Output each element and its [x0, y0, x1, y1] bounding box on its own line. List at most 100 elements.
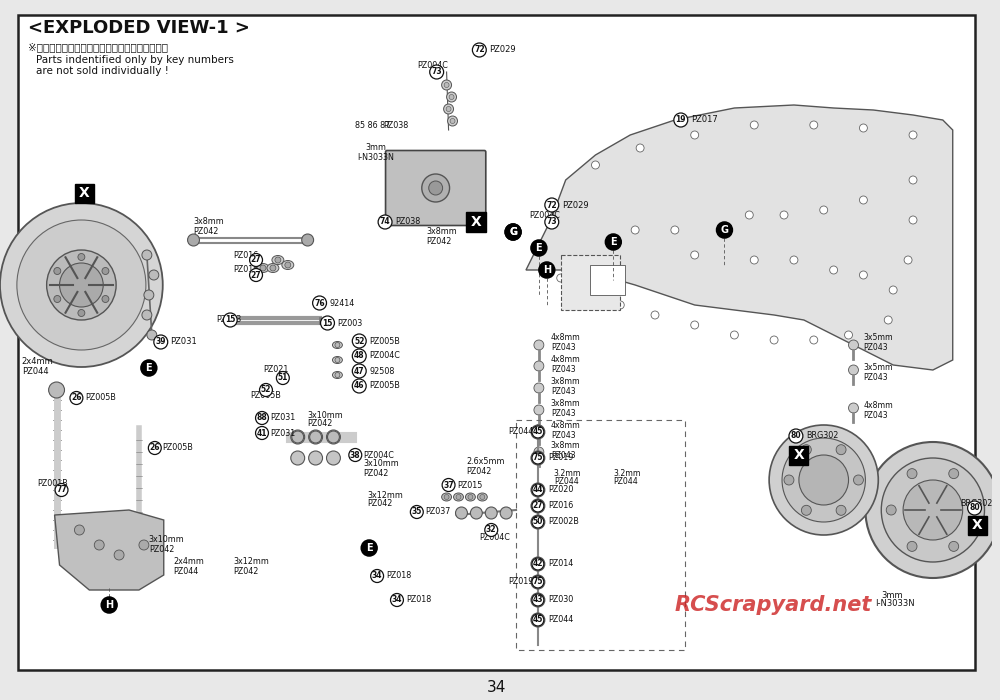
Circle shape — [447, 92, 457, 102]
Circle shape — [94, 540, 104, 550]
Circle shape — [292, 431, 304, 443]
Circle shape — [845, 331, 852, 339]
Circle shape — [849, 365, 858, 375]
Text: PZ042: PZ042 — [308, 419, 333, 428]
Text: 3x8mm: 3x8mm — [551, 400, 580, 409]
Text: 52: 52 — [261, 386, 271, 395]
Circle shape — [532, 484, 544, 496]
Circle shape — [531, 593, 545, 607]
Text: PZ002B: PZ002B — [548, 517, 579, 526]
Bar — [75, 183, 94, 202]
Circle shape — [188, 234, 199, 246]
Circle shape — [328, 431, 339, 443]
Circle shape — [327, 451, 340, 465]
Circle shape — [531, 240, 547, 256]
Text: 72: 72 — [474, 46, 485, 55]
Text: 75: 75 — [533, 578, 543, 587]
Circle shape — [410, 505, 423, 519]
Text: PZ042: PZ042 — [466, 466, 492, 475]
Circle shape — [531, 557, 545, 571]
Circle shape — [531, 451, 545, 465]
Circle shape — [532, 576, 544, 588]
Text: RCScrapyard.net: RCScrapyard.net — [675, 595, 872, 615]
Circle shape — [256, 426, 268, 440]
Bar — [968, 515, 987, 535]
Text: PZ042: PZ042 — [194, 227, 219, 235]
Circle shape — [587, 286, 594, 294]
Text: 27: 27 — [251, 256, 261, 265]
Circle shape — [534, 361, 544, 371]
Circle shape — [532, 614, 544, 626]
Text: 80: 80 — [791, 431, 801, 440]
Text: 3x8mm: 3x8mm — [194, 218, 224, 227]
Circle shape — [313, 296, 327, 310]
Text: G: G — [509, 227, 517, 237]
Text: 15: 15 — [322, 318, 333, 328]
Ellipse shape — [257, 263, 269, 272]
Text: 73: 73 — [431, 67, 442, 76]
Text: ※一部パーツ販売していないパーツがあります。: ※一部パーツ販売していないパーツがあります。 — [28, 42, 168, 52]
Circle shape — [909, 216, 917, 224]
Text: <EXPLODED VIEW-1 >: <EXPLODED VIEW-1 > — [28, 19, 250, 37]
Circle shape — [309, 451, 323, 465]
Circle shape — [799, 455, 849, 505]
Text: 48: 48 — [354, 351, 365, 360]
Text: 27: 27 — [533, 501, 543, 510]
Circle shape — [534, 405, 544, 415]
Text: 3x8mm: 3x8mm — [427, 228, 457, 237]
Text: PZ042: PZ042 — [149, 545, 174, 554]
Text: 34: 34 — [392, 596, 402, 605]
Text: G: G — [720, 225, 728, 235]
Circle shape — [468, 494, 473, 500]
Text: BRG302: BRG302 — [961, 498, 993, 508]
Text: E: E — [610, 237, 617, 247]
Circle shape — [631, 226, 639, 234]
Text: 26: 26 — [71, 393, 82, 402]
Ellipse shape — [477, 493, 487, 501]
Text: 3x10mm: 3x10mm — [363, 459, 399, 468]
Text: 3x10mm: 3x10mm — [149, 536, 185, 545]
Text: PZ043: PZ043 — [551, 365, 575, 374]
Text: PZ043: PZ043 — [551, 451, 575, 459]
Text: 85 86 87: 85 86 87 — [355, 122, 391, 130]
Circle shape — [371, 570, 384, 582]
Circle shape — [886, 505, 896, 515]
Circle shape — [889, 286, 897, 294]
Circle shape — [557, 274, 565, 282]
Circle shape — [691, 131, 699, 139]
Circle shape — [74, 525, 84, 535]
Circle shape — [907, 541, 917, 552]
Text: PZ043: PZ043 — [863, 410, 888, 419]
Text: PZ004C: PZ004C — [363, 451, 394, 459]
Circle shape — [485, 524, 498, 536]
Circle shape — [223, 313, 237, 327]
Text: PZ042: PZ042 — [363, 468, 389, 477]
Text: PZ004C: PZ004C — [417, 60, 448, 69]
Circle shape — [853, 475, 863, 485]
Circle shape — [820, 206, 828, 214]
Text: Parts indentified only by key numbers: Parts indentified only by key numbers — [36, 55, 234, 65]
Circle shape — [534, 383, 544, 393]
Circle shape — [485, 507, 497, 519]
Ellipse shape — [454, 493, 463, 501]
Circle shape — [636, 144, 644, 152]
Text: PZ044: PZ044 — [548, 615, 573, 624]
Circle shape — [260, 265, 266, 271]
Text: PZ001B: PZ001B — [38, 479, 68, 487]
Circle shape — [801, 444, 811, 455]
Text: PZ018: PZ018 — [386, 571, 411, 580]
Text: 80: 80 — [969, 503, 980, 512]
Text: are not sold individually !: are not sold individually ! — [36, 66, 169, 76]
Text: 3x10mm: 3x10mm — [308, 410, 343, 419]
Circle shape — [285, 262, 291, 268]
Text: 3mm: 3mm — [881, 591, 903, 599]
Circle shape — [391, 594, 403, 606]
Text: 73: 73 — [546, 218, 557, 227]
Circle shape — [671, 226, 679, 234]
Circle shape — [859, 271, 867, 279]
Text: 34: 34 — [487, 680, 506, 696]
Circle shape — [444, 83, 449, 88]
Text: H: H — [543, 265, 551, 275]
Text: 41: 41 — [257, 428, 267, 438]
Text: PZ038: PZ038 — [383, 122, 408, 130]
